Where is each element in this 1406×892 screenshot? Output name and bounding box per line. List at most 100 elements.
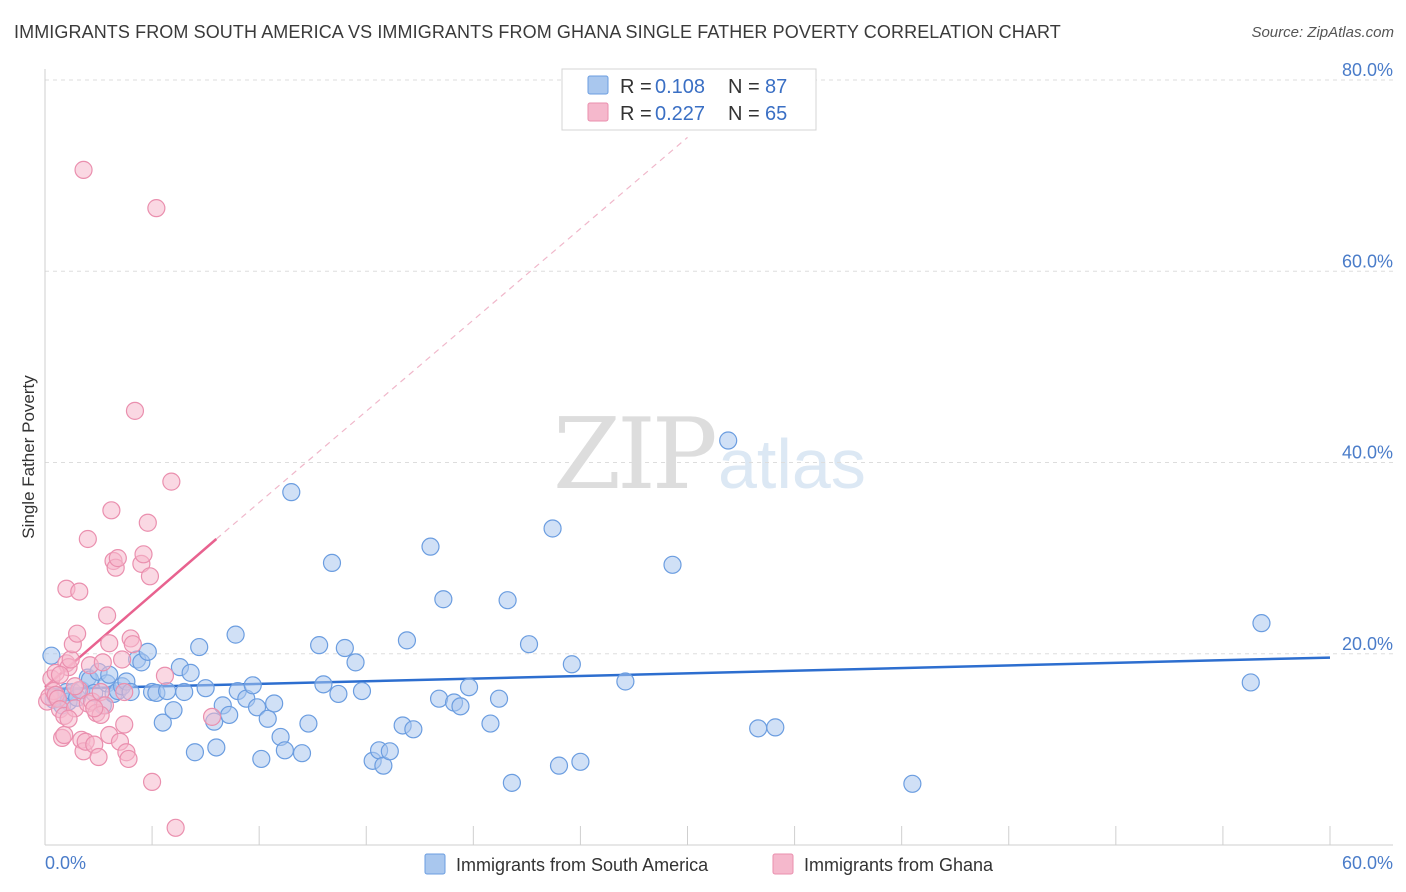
south-america-point-49 [282,483,301,502]
x-tick-label-min: 0.0% [45,853,86,873]
south-america-point-88 [1252,614,1271,633]
watermark-atlas: atlas [718,425,866,503]
south-america-point-23 [138,642,157,661]
south-america-point-78 [549,756,569,775]
y-axis-title: Single Father Poverty [19,375,38,539]
south-america-point-86 [903,774,922,793]
ghana-point-52 [74,160,93,179]
ghana-point-60 [59,709,78,728]
south-america-point-62 [380,742,399,761]
south-america-point-79 [562,655,581,674]
south-america-point-33 [190,637,209,657]
legend-r-label-2: R = [620,103,652,125]
series-south-america-points [42,431,1271,793]
south-america-point-27 [157,681,177,701]
ghana-point-29 [98,606,117,625]
south-america-point-75 [502,773,521,792]
series-legend: Immigrants from South America Immigrants… [424,853,994,875]
south-america-point-28 [164,701,183,720]
ghana-point-57 [100,634,119,653]
south-america-point-67 [429,689,449,708]
chart-title: IMMIGRANTS FROM SOUTH AMERICA VS IMMIGRA… [14,22,1061,42]
ghana-point-55 [78,529,97,549]
south-america-point-36 [207,738,226,757]
legend-r-value-2: 0.227 [655,103,705,125]
south-america-point-72 [481,714,500,733]
legend-n-value-2: 65 [765,103,787,125]
y-tick-label-20: 20.0% [1342,634,1393,654]
south-america-point-26 [153,713,172,732]
south-america-point-66 [421,537,440,556]
south-america-point-55 [329,684,348,704]
ghana-point-63 [50,665,70,684]
south-america-point-68 [434,590,453,609]
south-america-point-0 [42,646,61,665]
ghana-point-27 [93,653,112,672]
ghana-point-36 [112,650,132,669]
south-america-point-51 [299,714,318,733]
south-america-point-46 [265,694,284,713]
y-tick-label-80: 80.0% [1342,60,1393,80]
south-america-point-48 [275,741,294,760]
ghana-point-39 [119,749,138,769]
axes [44,69,1393,846]
south-america-point-81 [616,672,635,691]
south-america-point-70 [451,697,470,716]
legend-r-label-1: R = [620,76,652,98]
legend-swatch-blue [587,75,609,95]
ghana-point-47 [142,772,162,791]
south-america-point-43 [247,698,267,717]
south-america-point-82 [663,555,682,574]
legend-n-value-1: 87 [765,76,787,98]
ghana-point-53 [55,725,74,745]
ghana-point-64 [202,707,222,726]
south-america-point-84 [749,719,768,738]
south-america-point-45 [258,709,277,728]
south-america-point-65 [404,720,423,739]
legend-swatch-pink [587,102,609,122]
chart-source: Source: ZipAtlas.com [1251,24,1394,41]
correlation-legend: R = 0.108 N = 87 R = 0.227 N = 65 [561,68,817,131]
south-america-point-73 [489,689,509,708]
south-america-point-31 [181,663,200,682]
ghana-point-37 [115,715,134,734]
ghana-point-58 [115,682,134,702]
y-tick-label-60: 60.0% [1342,251,1393,271]
grid-lines [45,79,1393,655]
south-america-point-87 [1241,673,1260,692]
south-america-point-83 [719,431,738,450]
ghana-point-15 [68,624,87,643]
south-america-point-74 [498,591,517,610]
south-america-point-30 [175,682,194,702]
south-america-point-38 [220,705,239,725]
ghana-point-41 [123,635,142,654]
legend-n-label-1: N = [728,76,760,98]
south-america-point-44 [252,749,271,769]
bottom-legend-swatch-pink [772,853,794,875]
ghana-point-46 [140,567,160,586]
x-tick-label-max: 60.0% [1342,853,1393,873]
south-america-point-42 [243,676,262,695]
ghana-point-50 [162,472,181,491]
ghana-point-48 [147,199,166,218]
south-america-point-39 [226,625,245,644]
ghana-point-51 [166,818,185,837]
south-america-point-76 [519,635,539,654]
ghana-point-25 [89,747,108,767]
south-america-point-56 [335,638,354,658]
ghana-point-45 [138,513,157,532]
south-america-point-53 [314,675,333,694]
ghana-point-34 [108,549,127,568]
x-axis-ticks [44,826,1331,845]
bottom-legend-label-ghana: Immigrants from Ghana [804,855,994,875]
south-america-point-71 [459,678,479,697]
ghana-point-44 [134,545,153,564]
south-america-point-58 [352,681,372,701]
ghana-point-49 [155,666,175,685]
series-ghana-points [38,160,222,837]
ghana-point-31 [102,501,121,520]
south-america-point-52 [310,636,329,655]
ghana-point-62 [85,699,104,718]
ghana-point-61 [70,582,89,601]
